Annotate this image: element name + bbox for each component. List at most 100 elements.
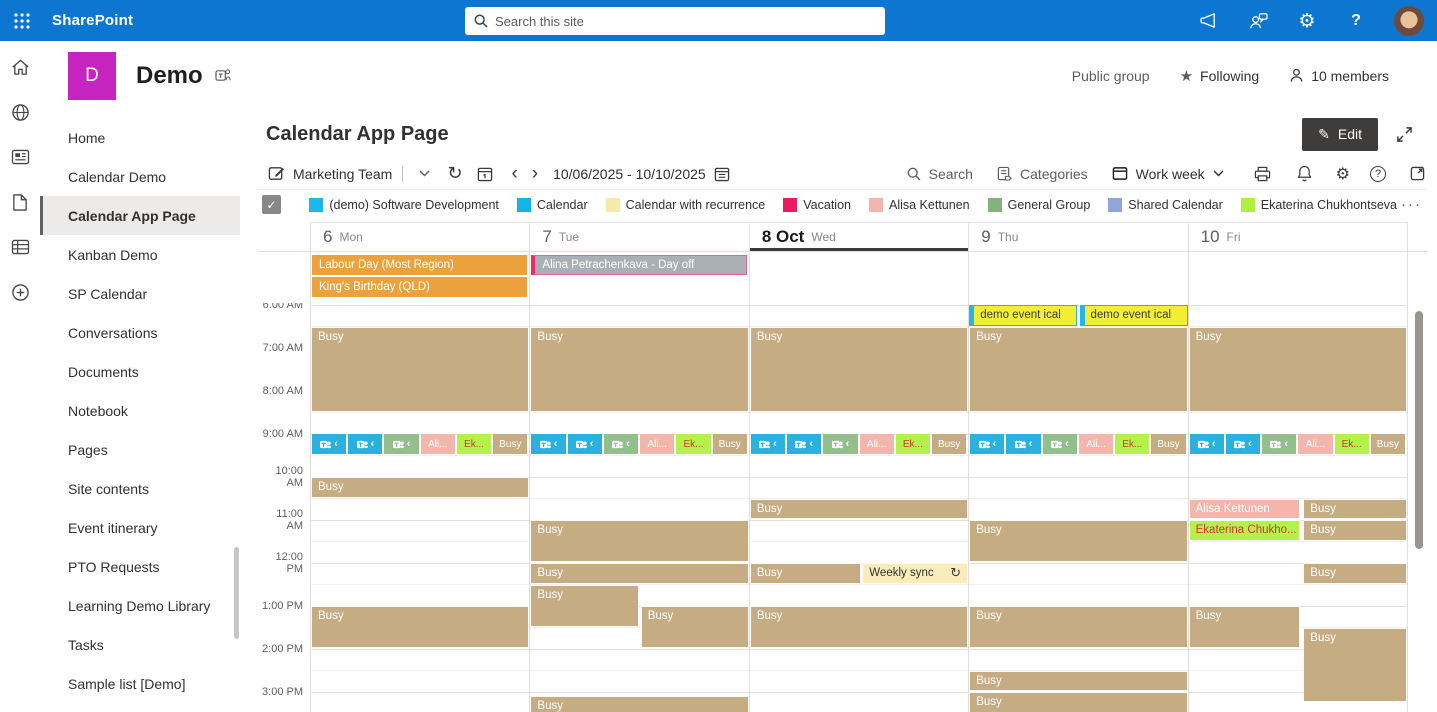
event-alisa-kettunen[interactable]: Alisa Kettunen — [1188, 498, 1300, 519]
allday-event-king-s-birthday-qld[interactable]: King's Birthday (QLD) — [312, 277, 528, 297]
event-busy[interactable]: Busy — [1303, 627, 1408, 702]
teams-meeting-chip[interactable]: ‹ — [1189, 434, 1224, 454]
nav-item-sample-list-demo[interactable]: Sample list [Demo] — [68, 675, 186, 692]
teams-meeting-chip[interactable]: ‹ — [1225, 434, 1261, 454]
teams-meeting-chip[interactable]: ‹ — [384, 434, 419, 454]
calendar-search-button[interactable]: Search — [907, 166, 973, 182]
event-busy[interactable]: Busy — [530, 696, 749, 712]
help-button[interactable]: ? — [1351, 11, 1361, 29]
legend-alisa-kettunen[interactable]: Alisa Kettunen — [868, 197, 970, 212]
following-button[interactable]: ★ Following — [1179, 67, 1260, 85]
teams-meeting-chip[interactable]: ‹ — [348, 434, 383, 454]
teams-meeting-chip[interactable]: ‹ — [1042, 434, 1077, 454]
event-busy[interactable]: Busy — [969, 606, 1188, 648]
event-busy[interactable]: Busy — [1188, 326, 1408, 412]
teams-meeting-chip[interactable]: ‹ — [970, 434, 1005, 454]
event-busy[interactable]: Busy — [1188, 606, 1300, 648]
event-chip-ali[interactable]: Ali... — [859, 434, 894, 454]
account-avatar[interactable] — [1394, 5, 1424, 36]
legend-calendar[interactable]: Calendar — [516, 197, 588, 212]
day-header-thu[interactable]: 9 Thu — [968, 223, 1187, 251]
event-busy[interactable]: Busy — [969, 326, 1188, 412]
rail-home-button[interactable] — [9, 56, 31, 78]
event-busy[interactable]: Busy — [530, 563, 749, 584]
nav-item-documents[interactable]: Documents — [68, 363, 139, 380]
nav-item-notebook[interactable]: Notebook — [68, 402, 128, 419]
event-busy[interactable]: Busy — [311, 326, 530, 412]
settings-button[interactable]: ⚙ — [1298, 10, 1316, 32]
site-logo[interactable]: D — [68, 51, 116, 100]
nav-item-home[interactable]: Home — [68, 129, 106, 146]
event-chip-ali[interactable]: Ali... — [1078, 434, 1114, 454]
legend-overflow-button[interactable]: ··· — [1401, 196, 1422, 213]
day-header-fri[interactable]: 10 Fri — [1187, 223, 1409, 251]
event-chip-ek[interactable]: Ek... — [456, 434, 492, 454]
rail-files-button[interactable] — [9, 191, 31, 213]
calendar-help-button[interactable]: ? — [1370, 165, 1386, 182]
event-busy[interactable]: Busy — [749, 606, 969, 648]
event-demo-event-ical[interactable]: demo event ical — [969, 305, 1078, 326]
nav-scrollbar[interactable] — [234, 547, 239, 639]
rail-sites-button[interactable] — [9, 101, 31, 123]
event-demo-event-ical[interactable]: demo event ical — [1079, 305, 1188, 326]
calendar-settings-button[interactable]: ⚙ — [1335, 165, 1350, 183]
today-button[interactable] — [474, 163, 496, 185]
open-in-new-button[interactable] — [1406, 163, 1428, 185]
day-header-mon[interactable]: 6 Mon — [310, 223, 529, 251]
event-chip-busy[interactable]: Busy — [493, 434, 528, 454]
categories-button[interactable]: Categories — [997, 166, 1088, 182]
feedback-button[interactable] — [1247, 10, 1269, 32]
event-chip-ali[interactable]: Ali... — [420, 434, 455, 454]
nav-item-learning-demo-library[interactable]: Learning Demo Library — [68, 597, 211, 614]
nav-item-site-contents[interactable]: Site contents — [68, 480, 149, 497]
site-search-box[interactable] — [465, 7, 885, 35]
legend-vacation[interactable]: Vacation — [783, 197, 851, 212]
notifications-button[interactable] — [1294, 163, 1316, 185]
teams-meeting-chip[interactable]: ‹ — [312, 434, 347, 454]
nav-item-tasks[interactable]: Tasks — [68, 636, 104, 653]
legend-calendar-with-recurrence[interactable]: Calendar with recurrence — [605, 197, 765, 212]
announcements-button[interactable] — [1198, 10, 1220, 32]
team-dropdown-button[interactable] — [413, 163, 435, 185]
legend-ekaterina-chukhontseva[interactable]: Ekaterina Chukhontseva — [1240, 197, 1397, 212]
event-busy[interactable]: Busy — [749, 326, 969, 412]
event-busy[interactable]: Busy — [1303, 520, 1408, 541]
teams-meeting-chip[interactable]: ‹ — [787, 434, 822, 454]
waffle-menu-button[interactable] — [0, 0, 44, 41]
event-busy[interactable]: Busy — [1303, 563, 1408, 584]
nav-item-calendar-app-page[interactable]: Calendar App Page — [40, 196, 240, 235]
event-busy[interactable]: Busy — [530, 584, 639, 627]
calendar-scrollbar[interactable] — [1415, 311, 1423, 549]
event-chip-ek[interactable]: Ek... — [676, 434, 711, 454]
teams-meeting-chip[interactable]: ‹ — [1006, 434, 1041, 454]
legend-demo-software-development[interactable]: (demo) Software Development — [309, 197, 499, 212]
expand-page-button[interactable] — [1396, 126, 1413, 143]
teams-meeting-chip[interactable]: ‹ — [1262, 434, 1297, 454]
rail-create-button[interactable] — [9, 281, 31, 303]
event-busy[interactable]: Busy — [311, 606, 530, 648]
next-week-button[interactable]: › — [531, 162, 539, 184]
edit-button[interactable]: ✎ Edit — [1302, 117, 1378, 151]
event-busy[interactable]: Busy — [530, 520, 749, 562]
teams-meeting-chip[interactable]: ‹ — [603, 434, 639, 454]
members-button[interactable]: 10 members — [1289, 68, 1389, 84]
nav-item-event-itinerary[interactable]: Event itinerary — [68, 519, 158, 536]
event-chip-ek[interactable]: Ek... — [1115, 434, 1150, 454]
legend-general-group[interactable]: General Group — [987, 197, 1090, 212]
nav-item-conversations[interactable]: Conversations — [68, 324, 158, 341]
view-selector[interactable]: Work week — [1112, 166, 1224, 182]
event-busy[interactable]: Busy — [1303, 498, 1408, 519]
select-all-checkbox[interactable]: ✓ — [262, 195, 281, 214]
event-ekaterina-chukho[interactable]: Ekaterina Chukho... — [1188, 520, 1300, 541]
nav-item-calendar-demo[interactable]: Calendar Demo — [68, 168, 167, 185]
nav-item-pto-requests[interactable]: PTO Requests — [68, 558, 160, 575]
nav-item-kanban-demo[interactable]: Kanban Demo — [68, 246, 158, 263]
event-chip-busy[interactable]: Busy — [712, 434, 747, 454]
teams-meeting-chip[interactable]: ‹ — [567, 434, 602, 454]
team-selector[interactable]: Marketing Team — [268, 165, 392, 182]
event-weekly-sync[interactable]: Weekly sync ↻ — [862, 563, 969, 584]
event-busy[interactable]: Busy — [969, 520, 1188, 562]
day-header-tue[interactable]: 7 Tue — [529, 223, 748, 251]
event-busy[interactable]: Busy — [530, 326, 749, 412]
event-busy[interactable]: Busy — [640, 606, 749, 648]
